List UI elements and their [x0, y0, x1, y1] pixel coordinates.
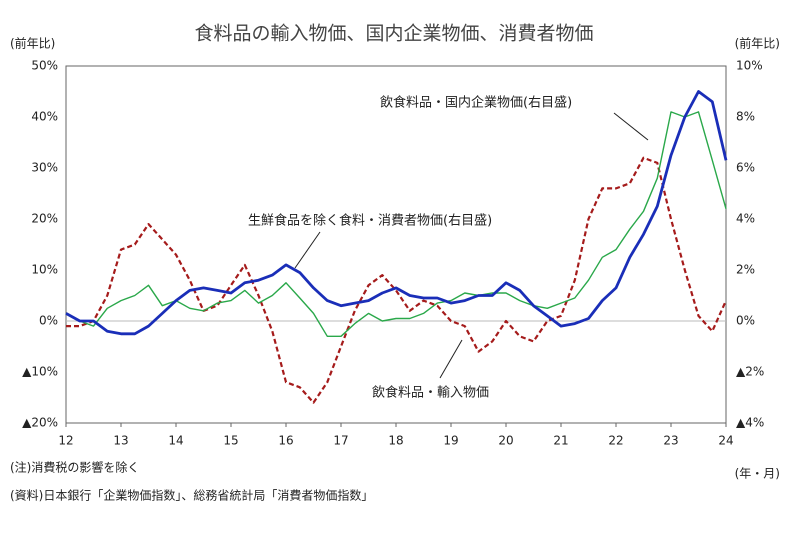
y2-tick-label: ▲4%	[736, 416, 764, 430]
y2-tick-label: ▲2%	[736, 365, 764, 379]
y-tick-label: 30%	[31, 161, 58, 175]
x-tick-label: 13	[113, 434, 128, 448]
y2-axis-label: (前年比)	[735, 36, 780, 51]
y-tick-label: 0%	[39, 314, 58, 328]
y2-tick-label: 4%	[736, 212, 755, 226]
x-tick-label: 19	[443, 434, 458, 448]
annotation: 生鮮食品を除く食料・消費者物価(右目盛)	[248, 213, 492, 229]
x-tick-label: 18	[388, 434, 403, 448]
pointer	[613, 112, 649, 141]
y2-tick-label: 2%	[736, 263, 755, 277]
series-line	[65, 90, 728, 336]
x-tick-label: 17	[333, 434, 348, 448]
x-tick-label: 21	[553, 434, 568, 448]
y-tick-label: 40%	[31, 110, 58, 124]
annotation: 飲食料品・国内企業物価(右目盛)	[380, 95, 572, 111]
x-tick-label: 14	[168, 434, 183, 448]
x-tick-label: 16	[278, 434, 293, 448]
y-tick-label: ▲10%	[22, 365, 58, 379]
pointer	[294, 231, 321, 269]
y-tick-label: 50%	[31, 59, 58, 73]
y2-tick-label: 0%	[736, 314, 755, 328]
pointer	[439, 339, 463, 379]
x-tick-label: 20	[498, 434, 513, 448]
series-line	[66, 156, 728, 404]
note: (資料)日本銀行「企業物価指数」、総務省統計局「消費者物価指数」	[10, 488, 373, 503]
plot-frame	[65, 65, 727, 424]
x-tick-label: 22	[608, 434, 623, 448]
y-tick-label: 10%	[31, 263, 58, 277]
y-tick-label: 20%	[31, 212, 58, 226]
x-tick-label: 24	[718, 434, 733, 448]
x-tick-label: 15	[223, 434, 238, 448]
y2-tick-label: 8%	[736, 110, 755, 124]
y2-tick-label: 6%	[736, 161, 755, 175]
y-axis-label: (前年比)	[10, 36, 55, 51]
note: (注)消費税の影響を除く	[10, 460, 139, 475]
chart-title: 食料品の輸入物価、国内企業物価、消費者物価	[194, 23, 593, 45]
y-tick-label: ▲20%	[22, 416, 58, 430]
x-tick-label: 23	[663, 434, 678, 448]
x-axis-label: (年・月)	[735, 467, 780, 481]
x-tick-label: 12	[58, 434, 73, 448]
annotation: 飲食料品・輸入物価	[372, 385, 489, 401]
y2-tick-label: 10%	[736, 59, 763, 73]
